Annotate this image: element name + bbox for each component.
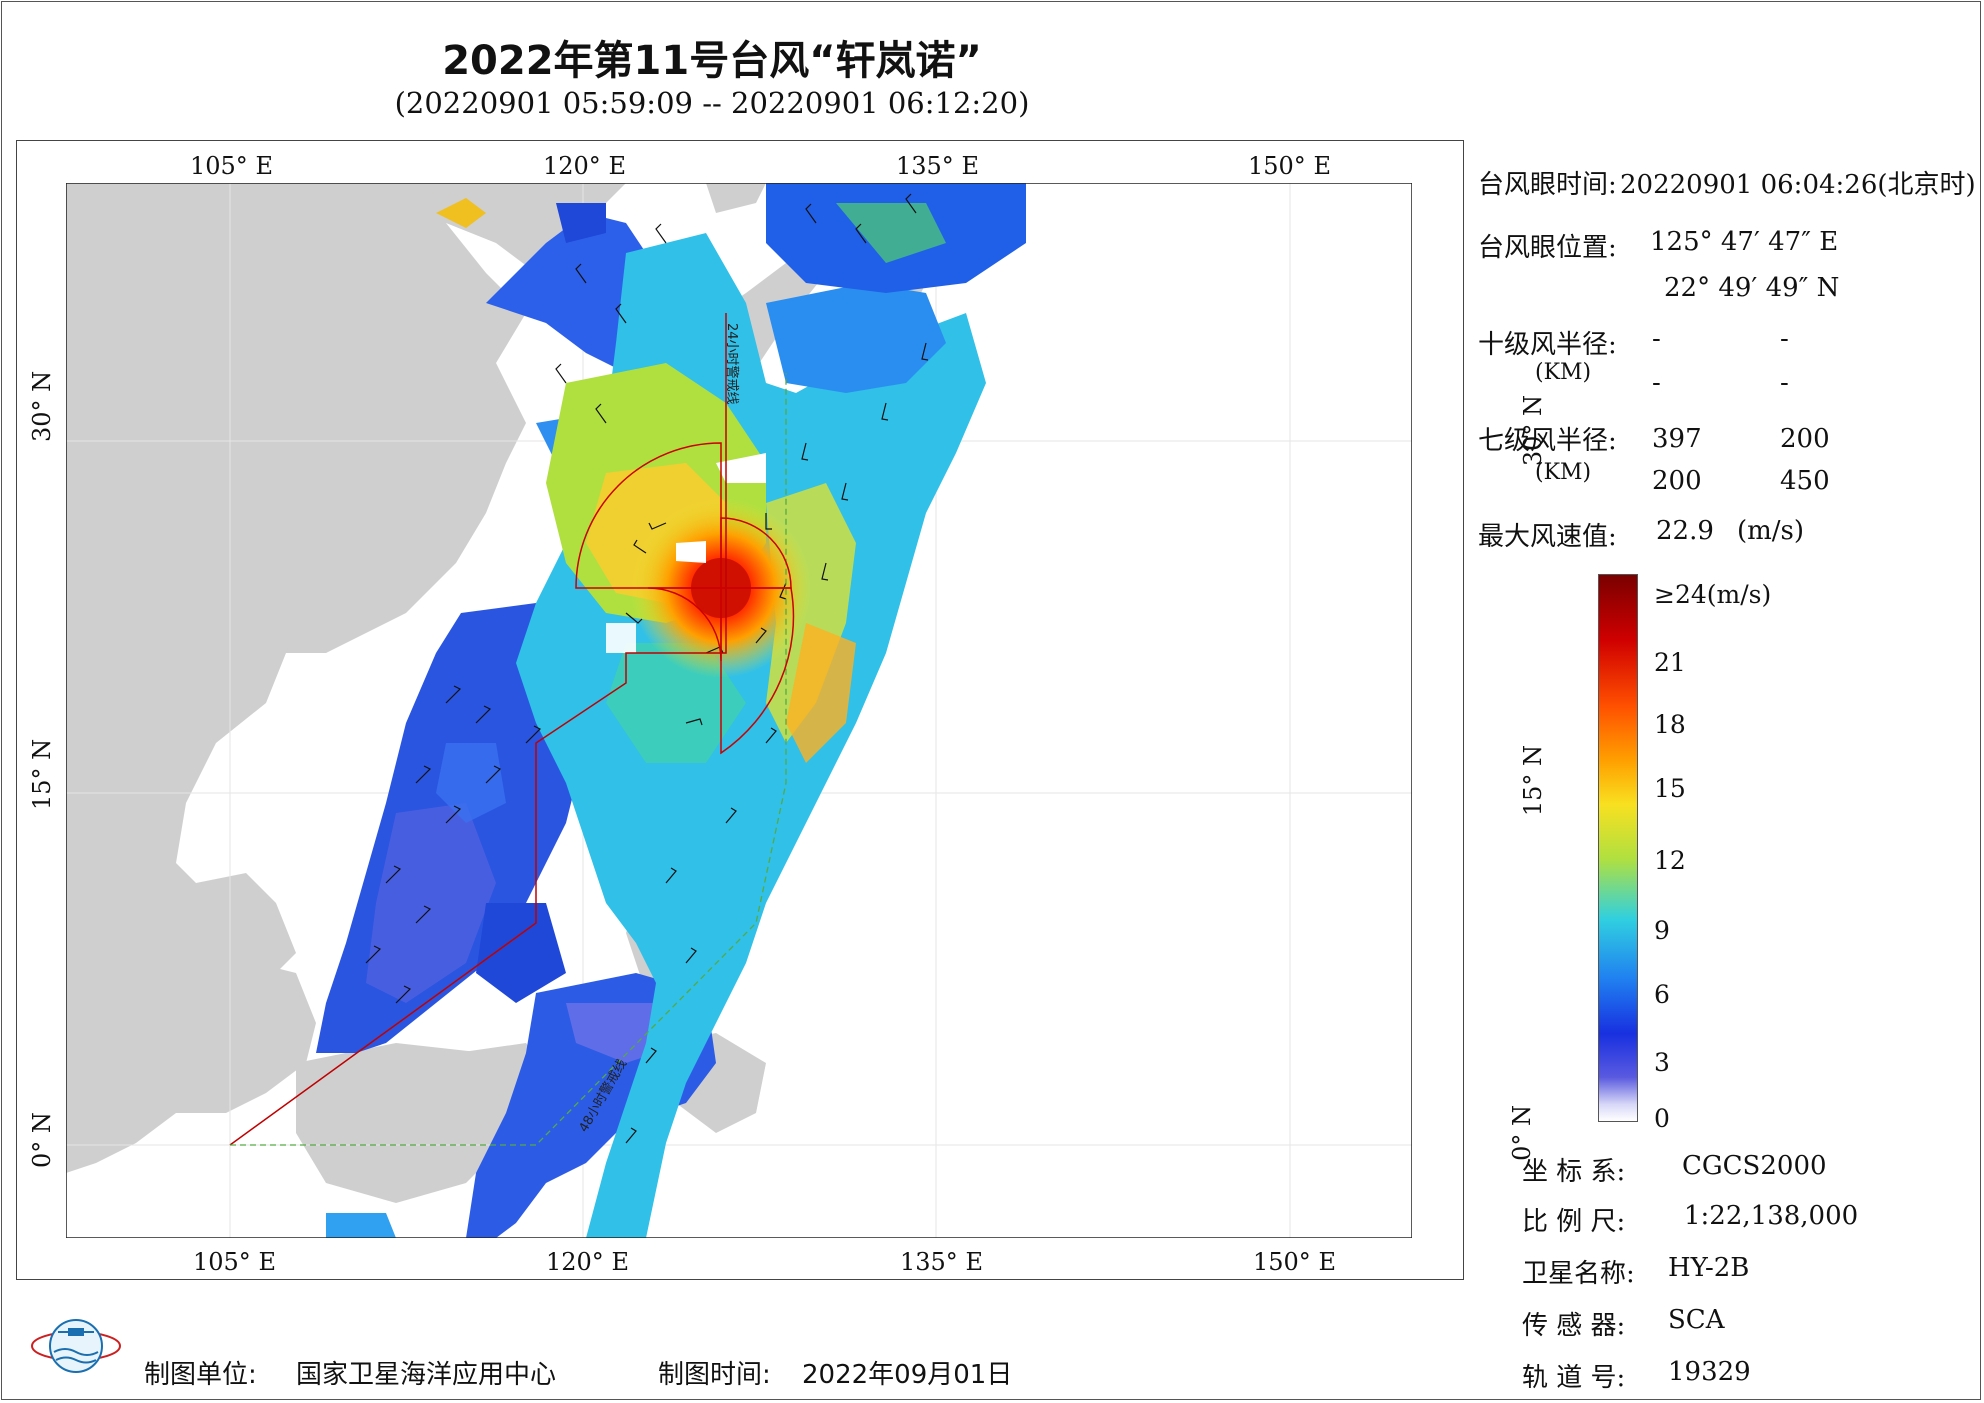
producer-value: 国家卫星海洋应用中心: [296, 1360, 557, 1390]
r7-value: 200: [1780, 424, 1830, 454]
legend-label: 12: [1654, 846, 1686, 875]
eye-position-label: 台风眼位置:: [1478, 233, 1617, 263]
produced-date-value: 2022年09月01日: [802, 1360, 1013, 1390]
producer-label: 制图单位:: [144, 1360, 257, 1390]
wind-swath-typhoon: [516, 183, 1026, 1238]
lat-tick-left: 0° N: [28, 1112, 56, 1168]
lon-tick-top: 105° E: [190, 152, 273, 180]
nsoas-logo: [31, 1319, 121, 1373]
lon-tick-top: 120° E: [543, 152, 626, 180]
r10-value: -: [1780, 368, 1789, 398]
legend-label: ≥24(m/s): [1654, 580, 1772, 609]
r10-unit: (KM): [1535, 360, 1592, 385]
r7-unit: (KM): [1535, 460, 1592, 485]
lat-tick-right: 15° N: [1519, 745, 1548, 817]
r10-value: -: [1652, 324, 1661, 354]
legend-label: 21: [1654, 648, 1686, 677]
eye-latitude: 22° 49′ 49″ N: [1664, 273, 1840, 303]
scale-value: 1:22,138,000: [1684, 1201, 1859, 1231]
legend-color-ramp: [1598, 574, 1638, 1122]
satellite-label: 卫星名称:: [1522, 1259, 1635, 1289]
scale-label: 比 例 尺:: [1522, 1207, 1626, 1237]
eye-time-label: 台风眼时间:: [1478, 170, 1617, 200]
lat-tick-left: 15° N: [28, 738, 56, 810]
sensor-label: 传 感 器:: [1522, 1311, 1626, 1341]
wind-field-map: 24小时警戒线 48小时警戒线: [66, 183, 1412, 1238]
crs-label: 坐 标 系:: [1522, 1157, 1626, 1187]
eye-time-value: 20220901 06:04:26(北京时): [1620, 170, 1976, 200]
r7-value: 200: [1652, 466, 1702, 496]
map-panel-border: [16, 140, 1464, 1280]
lon-tick-bottom: 120° E: [546, 1248, 629, 1276]
legend-label: 0: [1654, 1104, 1670, 1133]
lon-tick-top: 135° E: [896, 152, 979, 180]
r7-value: 450: [1780, 466, 1830, 496]
legend-label: 15: [1654, 774, 1686, 803]
r7-label: 七级风半径:: [1478, 426, 1617, 456]
wind-radius-quadrants: [575, 442, 795, 755]
lon-tick-bottom: 150° E: [1253, 1248, 1336, 1276]
wind-barbs: [365, 193, 929, 1144]
map-title: 2022年第11号台风“轩岚诺”: [442, 38, 982, 84]
eye-longitude: 125° 47′ 47″ E: [1650, 227, 1839, 257]
lon-tick-bottom: 135° E: [900, 1248, 983, 1276]
legend-label: 9: [1654, 916, 1670, 945]
max-wind-label: 最大风速值:: [1478, 522, 1617, 552]
produced-date-label: 制图时间:: [658, 1360, 771, 1390]
map-subtitle: (20220901 05:59:09 -- 20220901 06:12:20): [394, 86, 1030, 120]
legend-label: 18: [1654, 710, 1686, 739]
sensor-value: SCA: [1668, 1305, 1725, 1335]
crs-value: CGCS2000: [1682, 1151, 1827, 1181]
lon-tick-top: 150° E: [1248, 152, 1331, 180]
satellite-value: HY-2B: [1668, 1253, 1750, 1283]
r10-label: 十级风半径:: [1478, 330, 1617, 360]
max-wind-value: 22.9: [1656, 516, 1714, 546]
legend-label: 6: [1654, 980, 1670, 1009]
lat-tick-left: 30° N: [28, 370, 56, 442]
r7-value: 397: [1652, 424, 1702, 454]
max-wind-unit: (m/s): [1737, 516, 1805, 546]
orbit-label: 轨 道 号:: [1522, 1363, 1626, 1393]
warning-lines: [229, 313, 787, 1146]
r10-value: -: [1652, 368, 1661, 398]
warning-line-24-label: 24小时警戒线: [724, 323, 740, 405]
lon-tick-bottom: 105° E: [193, 1248, 276, 1276]
orbit-value: 19329: [1668, 1357, 1751, 1387]
legend-label: 3: [1654, 1048, 1670, 1077]
r10-value: -: [1780, 324, 1789, 354]
